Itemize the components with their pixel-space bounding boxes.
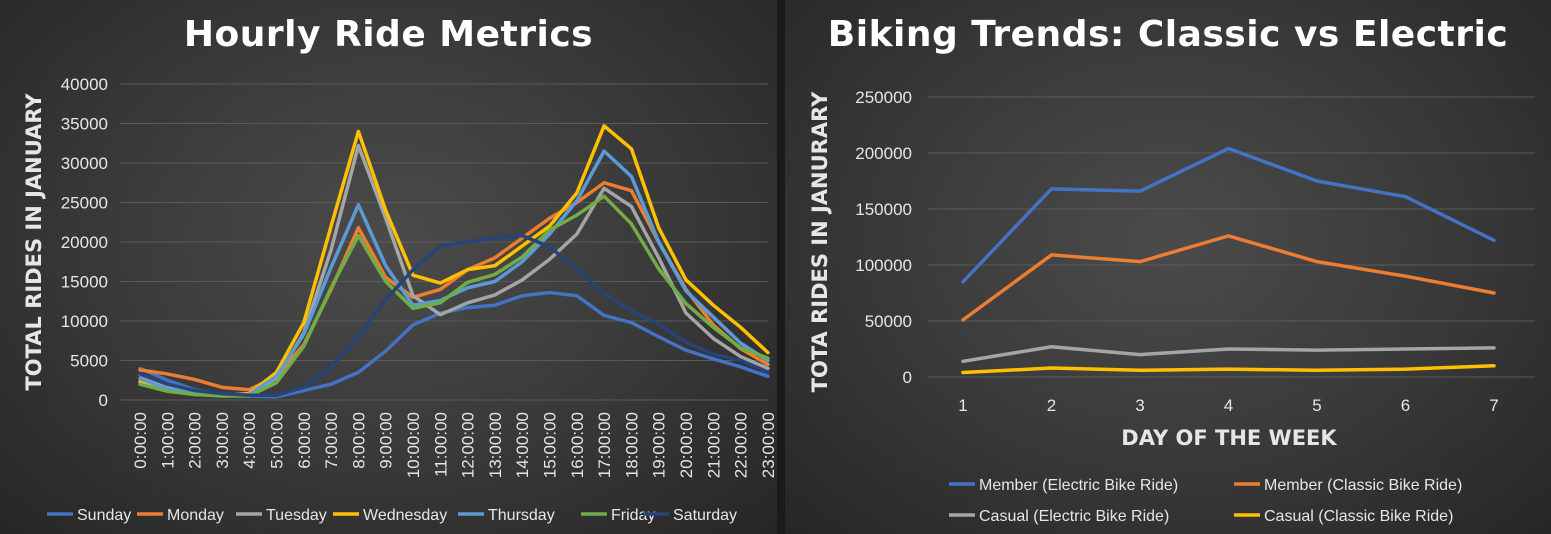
x-tick-label: 23:00:00 <box>759 412 777 478</box>
y-tick-label: 35000 <box>61 115 108 134</box>
y-tick-label: 15000 <box>61 273 108 292</box>
legend-label: Wednesday <box>363 507 447 524</box>
y-tick-label: 100000 <box>855 256 912 275</box>
series-line-friday <box>138 194 770 398</box>
x-tick-label: 8:00:00 <box>349 412 368 469</box>
x-tick-label: 3 <box>1135 396 1144 415</box>
x-tick-label: 0:00:00 <box>131 412 150 469</box>
legend-item: Saturday <box>643 507 737 524</box>
legend-item: Wednesday <box>333 507 447 524</box>
x-axis-title: DAY OF THE WEEK <box>1121 426 1337 450</box>
hourly-ride-chart-panel: Hourly Ride Metrics 0 5000 10000 15000 20000… <box>0 0 777 534</box>
x-tick-label: 2 <box>1047 396 1056 415</box>
legend-label: Monday <box>167 507 224 524</box>
legend-item: Friday <box>581 507 655 524</box>
x-tick-label: 5:00:00 <box>268 412 287 469</box>
legend-label: Member (Electric Bike Ride) <box>979 477 1178 494</box>
y-axis-title: TOTA RIDES IN JANURARY <box>808 91 832 392</box>
x-tick-label: 20:00:00 <box>677 412 696 478</box>
x-tick-label: 1 <box>958 396 967 415</box>
legend-item: Sunday <box>47 507 131 524</box>
chart-title: Biking Trends: Classic vs Electric <box>827 14 1509 55</box>
legend-label: Thursday <box>488 507 555 524</box>
legend-label: Saturday <box>673 507 737 524</box>
series-line-casual-electric-bike-ride- <box>961 345 1496 364</box>
x-tick-label: 19:00:00 <box>650 412 669 478</box>
x-tick-label: 4 <box>1224 396 1233 415</box>
y-tick-label: 200000 <box>855 144 912 163</box>
legend-label: Member (Classic Bike Ride) <box>1264 477 1462 494</box>
legend-label: Casual (Classic Bike Ride) <box>1264 508 1453 525</box>
series-line-saturday <box>138 233 770 398</box>
x-tick-label: 5 <box>1312 396 1321 415</box>
y-tick-label: 0 <box>903 368 912 387</box>
x-tick-label: 7 <box>1489 396 1498 415</box>
y-tick-label: 150000 <box>855 200 912 219</box>
x-tick-label: 1:00:00 <box>158 412 177 469</box>
legend-item: Member (Classic Bike Ride) <box>1234 477 1462 494</box>
x-tick-label: 13:00:00 <box>486 412 505 478</box>
series-line-member-classic-bike-ride- <box>961 234 1496 322</box>
x-tick-label: 3:00:00 <box>213 412 232 469</box>
x-tick-label: 7:00:00 <box>322 412 341 469</box>
legend-item: Member (Electric Bike Ride) <box>949 477 1178 494</box>
legend-label: Friday <box>611 507 655 524</box>
x-tick-label: 11:00:00 <box>431 412 450 477</box>
x-tick-label: 12:00:00 <box>459 412 478 478</box>
series-line-wednesday <box>138 124 770 398</box>
y-tick-label: 40000 <box>61 75 108 94</box>
x-tick-label: 9:00:00 <box>377 412 396 469</box>
y-tick-label: 50000 <box>865 312 912 331</box>
legend-item: Thursday <box>458 507 555 524</box>
legend-label: Sunday <box>77 507 131 524</box>
y-tick-label: 20000 <box>61 233 108 252</box>
series-line-member-electric-bike-ride- <box>961 146 1496 284</box>
x-tick-label: 6:00:00 <box>295 412 314 469</box>
x-tick-label: 18:00:00 <box>622 412 641 478</box>
chart-title: Hourly Ride Metrics <box>183 14 594 55</box>
hourly-ride-chart: 0 5000 10000 15000 20000 25000 30000 35000 40000… <box>22 75 777 524</box>
y-tick-label: 0 <box>99 391 108 410</box>
y-tick-label: 5000 <box>70 352 108 371</box>
legend-item: Casual (Electric Bike Ride) <box>949 508 1169 525</box>
x-tick-label: 17:00:00 <box>595 412 614 478</box>
legend-item: Casual (Classic Bike Ride) <box>1234 508 1453 525</box>
y-tick-label: 30000 <box>61 154 108 173</box>
legend-item: Monday <box>137 507 224 524</box>
x-tick-label: 14:00:00 <box>513 412 532 478</box>
x-tick-label: 22:00:00 <box>732 412 751 478</box>
x-tick-label: 21:00:00 <box>704 412 723 478</box>
y-tick-label: 250000 <box>855 88 912 107</box>
legend-label: Tuesday <box>266 507 327 524</box>
x-tick-label: 10:00:00 <box>404 412 423 478</box>
legend-label: Casual (Electric Bike Ride) <box>979 508 1169 525</box>
series-line-casual-classic-bike-ride- <box>961 364 1496 375</box>
x-tick-label: 2:00:00 <box>186 412 205 469</box>
biking-trends-chart: 0 50000 100000 150000 200000 250000 1 2 3 4 5 6 7 TOT… <box>808 88 1535 525</box>
x-tick-label: 15:00:00 <box>541 412 560 478</box>
series-line-thursday <box>138 149 770 398</box>
legend-item: Tuesday <box>236 507 327 524</box>
x-tick-label: 4:00:00 <box>240 412 259 469</box>
x-tick-label: 6 <box>1401 396 1410 415</box>
x-tick-label: 16:00:00 <box>568 412 587 478</box>
y-axis-title: TOTAL RIDES IN JANUARY <box>22 93 46 391</box>
y-tick-label: 10000 <box>61 312 108 331</box>
biking-trends-chart-panel: Biking Trends: Classic vs Electric 0 5000… <box>785 0 1551 534</box>
y-tick-label: 25000 <box>61 194 108 213</box>
